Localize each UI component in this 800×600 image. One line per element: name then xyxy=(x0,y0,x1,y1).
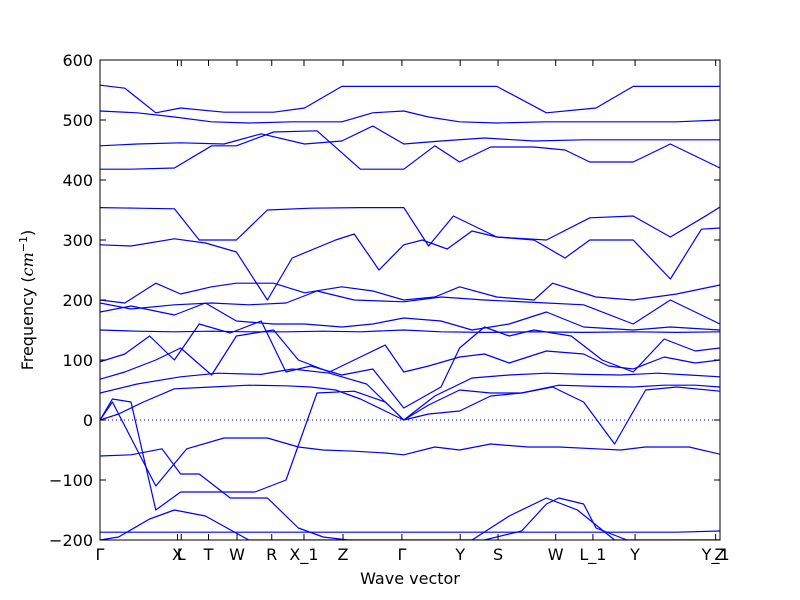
x-axis-label: Wave vector xyxy=(360,569,460,588)
band-14 xyxy=(100,401,720,487)
band-10 xyxy=(100,329,720,333)
band-7 xyxy=(100,282,720,304)
y-tick-label: 300 xyxy=(62,231,93,250)
x-tick-label: R xyxy=(266,545,277,564)
band-2 xyxy=(100,110,720,124)
x-tick-label: T xyxy=(203,545,214,564)
band-16 xyxy=(100,384,720,421)
x-tick-label: Z xyxy=(715,545,726,564)
plot-frame xyxy=(99,59,721,541)
x-tick-label: L_1 xyxy=(579,545,606,565)
x-tick-label: Y_1 xyxy=(701,545,730,565)
x-tick-label: X xyxy=(172,545,183,564)
y-tick-label: 200 xyxy=(62,291,93,310)
band-5 xyxy=(100,206,720,247)
y-tick-label: 0 xyxy=(83,411,93,430)
x-tick-label: L xyxy=(177,545,186,564)
y-axis-label-text: Frequency xyxy=(18,283,37,371)
band-lines xyxy=(100,84,720,540)
band-19 xyxy=(100,497,720,540)
y-tick-label: −200 xyxy=(49,531,93,550)
band-3 xyxy=(100,125,720,147)
band-6 xyxy=(100,227,720,301)
x-tick-label: Γ xyxy=(96,545,105,564)
band-13 xyxy=(100,368,720,421)
band-18 xyxy=(100,530,720,533)
y-axis-label-unit: cm xyxy=(18,252,37,276)
band-9 xyxy=(100,302,720,331)
y-tick-label: 100 xyxy=(62,351,93,370)
y-tick-label: 600 xyxy=(62,51,93,70)
band-17 xyxy=(100,448,720,540)
y-tick-label: 400 xyxy=(62,171,93,190)
y-tick-label: −100 xyxy=(49,471,93,490)
x-tick-label: Γ xyxy=(397,545,406,564)
x-tick-label: X_1 xyxy=(289,545,318,565)
x-tick-label: S xyxy=(493,545,503,564)
band-4 xyxy=(100,130,720,170)
y-axis-label-exponent: −1 xyxy=(17,236,30,252)
x-tick-label: W xyxy=(548,545,564,564)
y-tick-label: 500 xyxy=(62,111,93,130)
band-11 xyxy=(100,320,720,409)
y-axis-label: Frequency (cm−1) xyxy=(17,230,38,371)
x-tick-label: Y xyxy=(454,545,465,564)
band-8 xyxy=(100,290,720,325)
x-tick-label: Y xyxy=(629,545,640,564)
y-axis-label-close-paren: ) xyxy=(18,230,37,236)
x-tick-label: W xyxy=(229,545,245,564)
x-tick-label: Z xyxy=(338,545,349,564)
y-axis-label-open-paren: ( xyxy=(18,276,37,282)
band-12 xyxy=(100,329,720,380)
band-15 xyxy=(100,386,720,511)
band-1 xyxy=(100,84,720,114)
